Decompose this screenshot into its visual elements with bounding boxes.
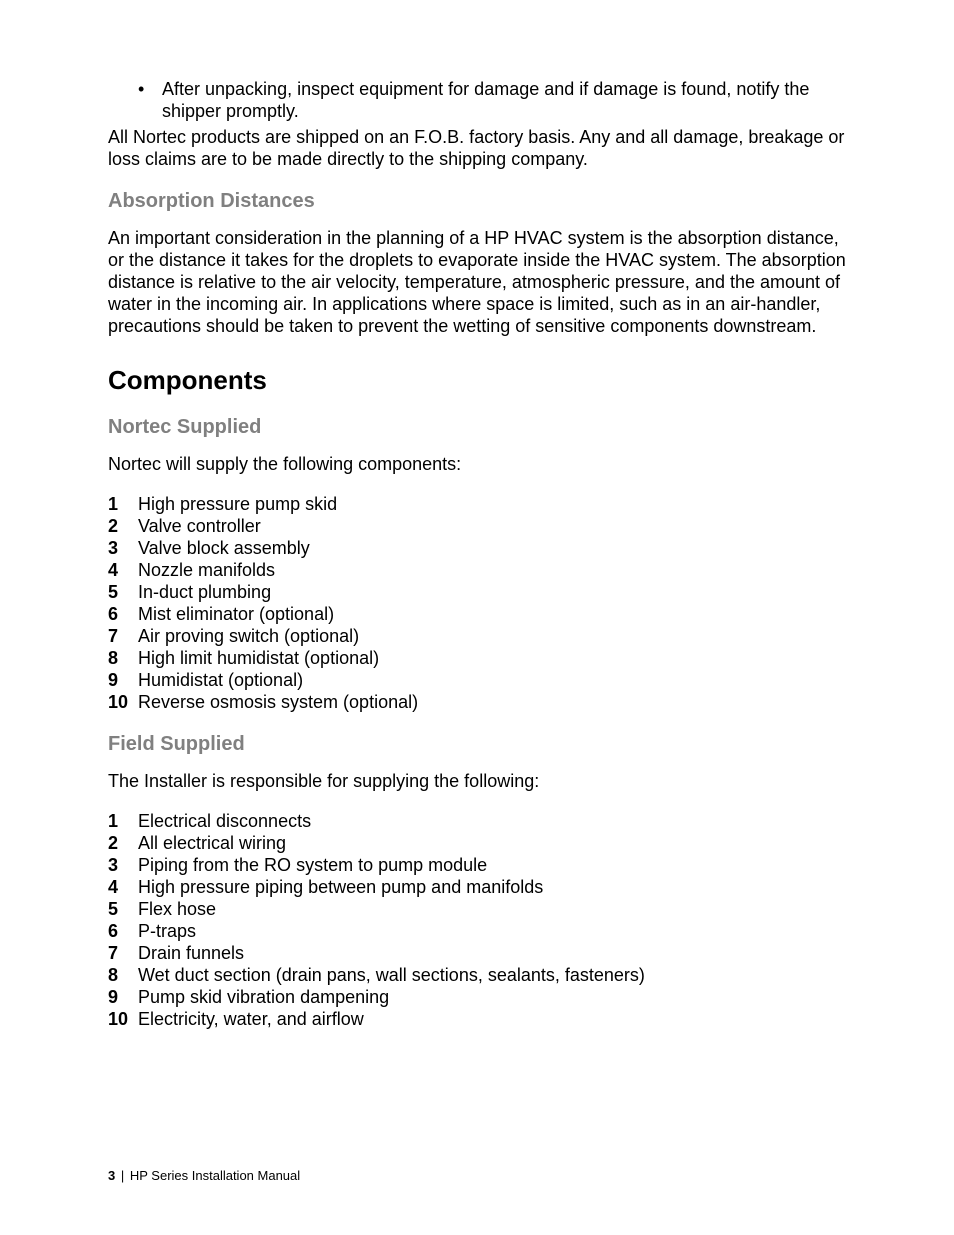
- list-text: Drain funnels: [138, 942, 244, 964]
- list-item: 7Drain funnels: [108, 942, 848, 964]
- list-item: 10Reverse osmosis system (optional): [108, 691, 848, 713]
- footer-separator: |: [121, 1168, 128, 1183]
- list-item: 9Pump skid vibration dampening: [108, 986, 848, 1008]
- list-text: High pressure piping between pump and ma…: [138, 876, 543, 898]
- list-item: 1High pressure pump skid: [108, 493, 848, 515]
- list-item: 5In-duct plumbing: [108, 581, 848, 603]
- list-text: Electricity, water, and airflow: [138, 1008, 364, 1030]
- list-item: 6Mist eliminator (optional): [108, 603, 848, 625]
- list-number: 10: [108, 1008, 138, 1030]
- list-item: 9Humidistat (optional): [108, 669, 848, 691]
- heading-components: Components: [108, 365, 848, 396]
- list-number: 2: [108, 515, 138, 537]
- list-item: 4High pressure piping between pump and m…: [108, 876, 848, 898]
- list-number: 1: [108, 493, 138, 515]
- list-text: P-traps: [138, 920, 196, 942]
- list-text: Nozzle manifolds: [138, 559, 275, 581]
- list-item: 10Electricity, water, and airflow: [108, 1008, 848, 1030]
- list-text: Valve controller: [138, 515, 261, 537]
- list-number: 9: [108, 986, 138, 1008]
- field-intro-paragraph: The Installer is responsible for supplyi…: [108, 770, 848, 792]
- list-number: 2: [108, 832, 138, 854]
- list-number: 3: [108, 537, 138, 559]
- list-number: 6: [108, 920, 138, 942]
- list-text: Pump skid vibration dampening: [138, 986, 389, 1008]
- list-item: 5Flex hose: [108, 898, 848, 920]
- list-number: 1: [108, 810, 138, 832]
- field-supplied-list: 1Electrical disconnects2All electrical w…: [108, 810, 848, 1030]
- nortec-intro-paragraph: Nortec will supply the following compone…: [108, 453, 848, 475]
- shipping-paragraph: All Nortec products are shipped on an F.…: [108, 126, 848, 170]
- list-text: High limit humidistat (optional): [138, 647, 379, 669]
- list-text: Mist eliminator (optional): [138, 603, 334, 625]
- list-text: Flex hose: [138, 898, 216, 920]
- list-item: 8Wet duct section (drain pans, wall sect…: [108, 964, 848, 986]
- list-number: 3: [108, 854, 138, 876]
- list-text: Reverse osmosis system (optional): [138, 691, 418, 713]
- list-number: 5: [108, 581, 138, 603]
- list-number: 4: [108, 559, 138, 581]
- list-number: 8: [108, 964, 138, 986]
- list-item: • After unpacking, inspect equipment for…: [138, 78, 848, 122]
- absorption-paragraph: An important consideration in the planni…: [108, 227, 848, 337]
- list-number: 9: [108, 669, 138, 691]
- list-text: Air proving switch (optional): [138, 625, 359, 647]
- list-number: 5: [108, 898, 138, 920]
- list-text: All electrical wiring: [138, 832, 286, 854]
- list-text: In-duct plumbing: [138, 581, 271, 603]
- list-text: Electrical disconnects: [138, 810, 311, 832]
- list-item: 3Valve block assembly: [108, 537, 848, 559]
- list-number: 6: [108, 603, 138, 625]
- list-text: Humidistat (optional): [138, 669, 303, 691]
- footer-title: HP Series Installation Manual: [130, 1168, 300, 1183]
- intro-bullet-list: • After unpacking, inspect equipment for…: [138, 78, 848, 122]
- list-number: 7: [108, 942, 138, 964]
- page-number: 3: [108, 1168, 115, 1183]
- heading-field-supplied: Field Supplied: [108, 733, 848, 756]
- nortec-supplied-list: 1High pressure pump skid2Valve controlle…: [108, 493, 848, 713]
- list-item: 8High limit humidistat (optional): [108, 647, 848, 669]
- list-number: 4: [108, 876, 138, 898]
- document-body: • After unpacking, inspect equipment for…: [108, 78, 848, 1030]
- list-item: 7Air proving switch (optional): [108, 625, 848, 647]
- list-number: 8: [108, 647, 138, 669]
- list-item: 1Electrical disconnects: [108, 810, 848, 832]
- list-item: 2Valve controller: [108, 515, 848, 537]
- list-text: High pressure pump skid: [138, 493, 337, 515]
- bullet-text: After unpacking, inspect equipment for d…: [162, 78, 848, 122]
- bullet-marker: •: [138, 78, 162, 100]
- list-item: 2All electrical wiring: [108, 832, 848, 854]
- list-text: Valve block assembly: [138, 537, 310, 559]
- list-number: 7: [108, 625, 138, 647]
- list-number: 10: [108, 691, 138, 713]
- list-text: Piping from the RO system to pump module: [138, 854, 487, 876]
- list-item: 4Nozzle manifolds: [108, 559, 848, 581]
- list-item: 6P-traps: [108, 920, 848, 942]
- heading-nortec-supplied: Nortec Supplied: [108, 416, 848, 439]
- list-text: Wet duct section (drain pans, wall secti…: [138, 964, 645, 986]
- list-item: 3Piping from the RO system to pump modul…: [108, 854, 848, 876]
- page-footer: 3 | HP Series Installation Manual: [108, 1168, 300, 1183]
- heading-absorption-distances: Absorption Distances: [108, 190, 848, 213]
